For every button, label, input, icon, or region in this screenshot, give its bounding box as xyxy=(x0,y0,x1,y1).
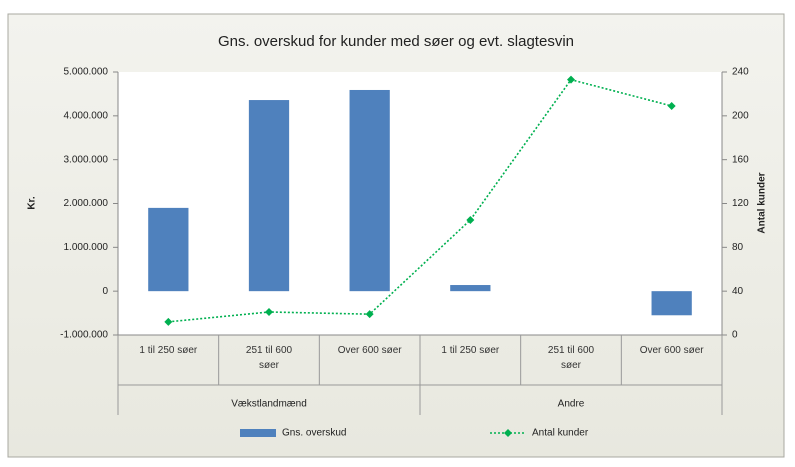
line-marker xyxy=(466,215,475,224)
group-label: Andre xyxy=(558,399,585,410)
x-tick-label: 251 til 600 søer xyxy=(245,345,293,371)
y-axis-label: Kr. xyxy=(27,196,38,210)
line xyxy=(168,78,672,323)
y-tick-label: -1.000.000 xyxy=(60,330,108,341)
legend-label: Gns. overskud xyxy=(282,428,346,439)
y2-tick-label: 120 xyxy=(732,198,749,209)
group-label: Vækstlandmænd xyxy=(231,399,307,410)
x-tick-label: 251 til 600 søer xyxy=(547,345,595,371)
line-marker xyxy=(164,317,173,326)
plot-area xyxy=(118,72,722,335)
bar xyxy=(450,285,491,292)
y-tick-label: 2.000.000 xyxy=(64,198,109,209)
bar xyxy=(349,89,390,292)
y2-tick-label: 0 xyxy=(732,330,738,341)
y-tick-label: 1.000.000 xyxy=(64,242,109,253)
bar xyxy=(651,291,692,316)
bar xyxy=(248,100,290,292)
y2-tick-label: 200 xyxy=(732,110,749,121)
legend-marker xyxy=(504,429,512,437)
x-tick-label: 1 til 250 søer xyxy=(441,345,500,356)
y2-tick-label: 80 xyxy=(732,242,744,253)
chart-title: Gns. overskud for kunder med søer og evt… xyxy=(218,33,574,50)
line-marker xyxy=(365,310,374,319)
y2-tick-label: 240 xyxy=(732,67,749,78)
y2-tick-label: 160 xyxy=(732,154,749,165)
x-tick-label: 1 til 250 søer xyxy=(139,345,198,356)
y-tick-label: 0 xyxy=(102,286,108,297)
line-marker xyxy=(265,307,273,316)
y-tick-label: 5.000.000 xyxy=(64,67,109,78)
y-tick-label: 3.000.000 xyxy=(64,154,109,165)
x-tick-label: Over 600 søer xyxy=(639,345,704,356)
line-marker xyxy=(667,101,676,110)
line-marker xyxy=(567,75,575,84)
bar xyxy=(148,207,189,292)
y-tick-label: 4.000.000 xyxy=(64,110,109,121)
legend-swatch xyxy=(240,429,276,437)
y2-axis-label: Antal kunder xyxy=(757,172,768,233)
legend-label: Antal kunder xyxy=(532,428,589,439)
y2-tick-label: 40 xyxy=(732,286,744,297)
x-tick-label: Over 600 søer xyxy=(337,345,402,356)
